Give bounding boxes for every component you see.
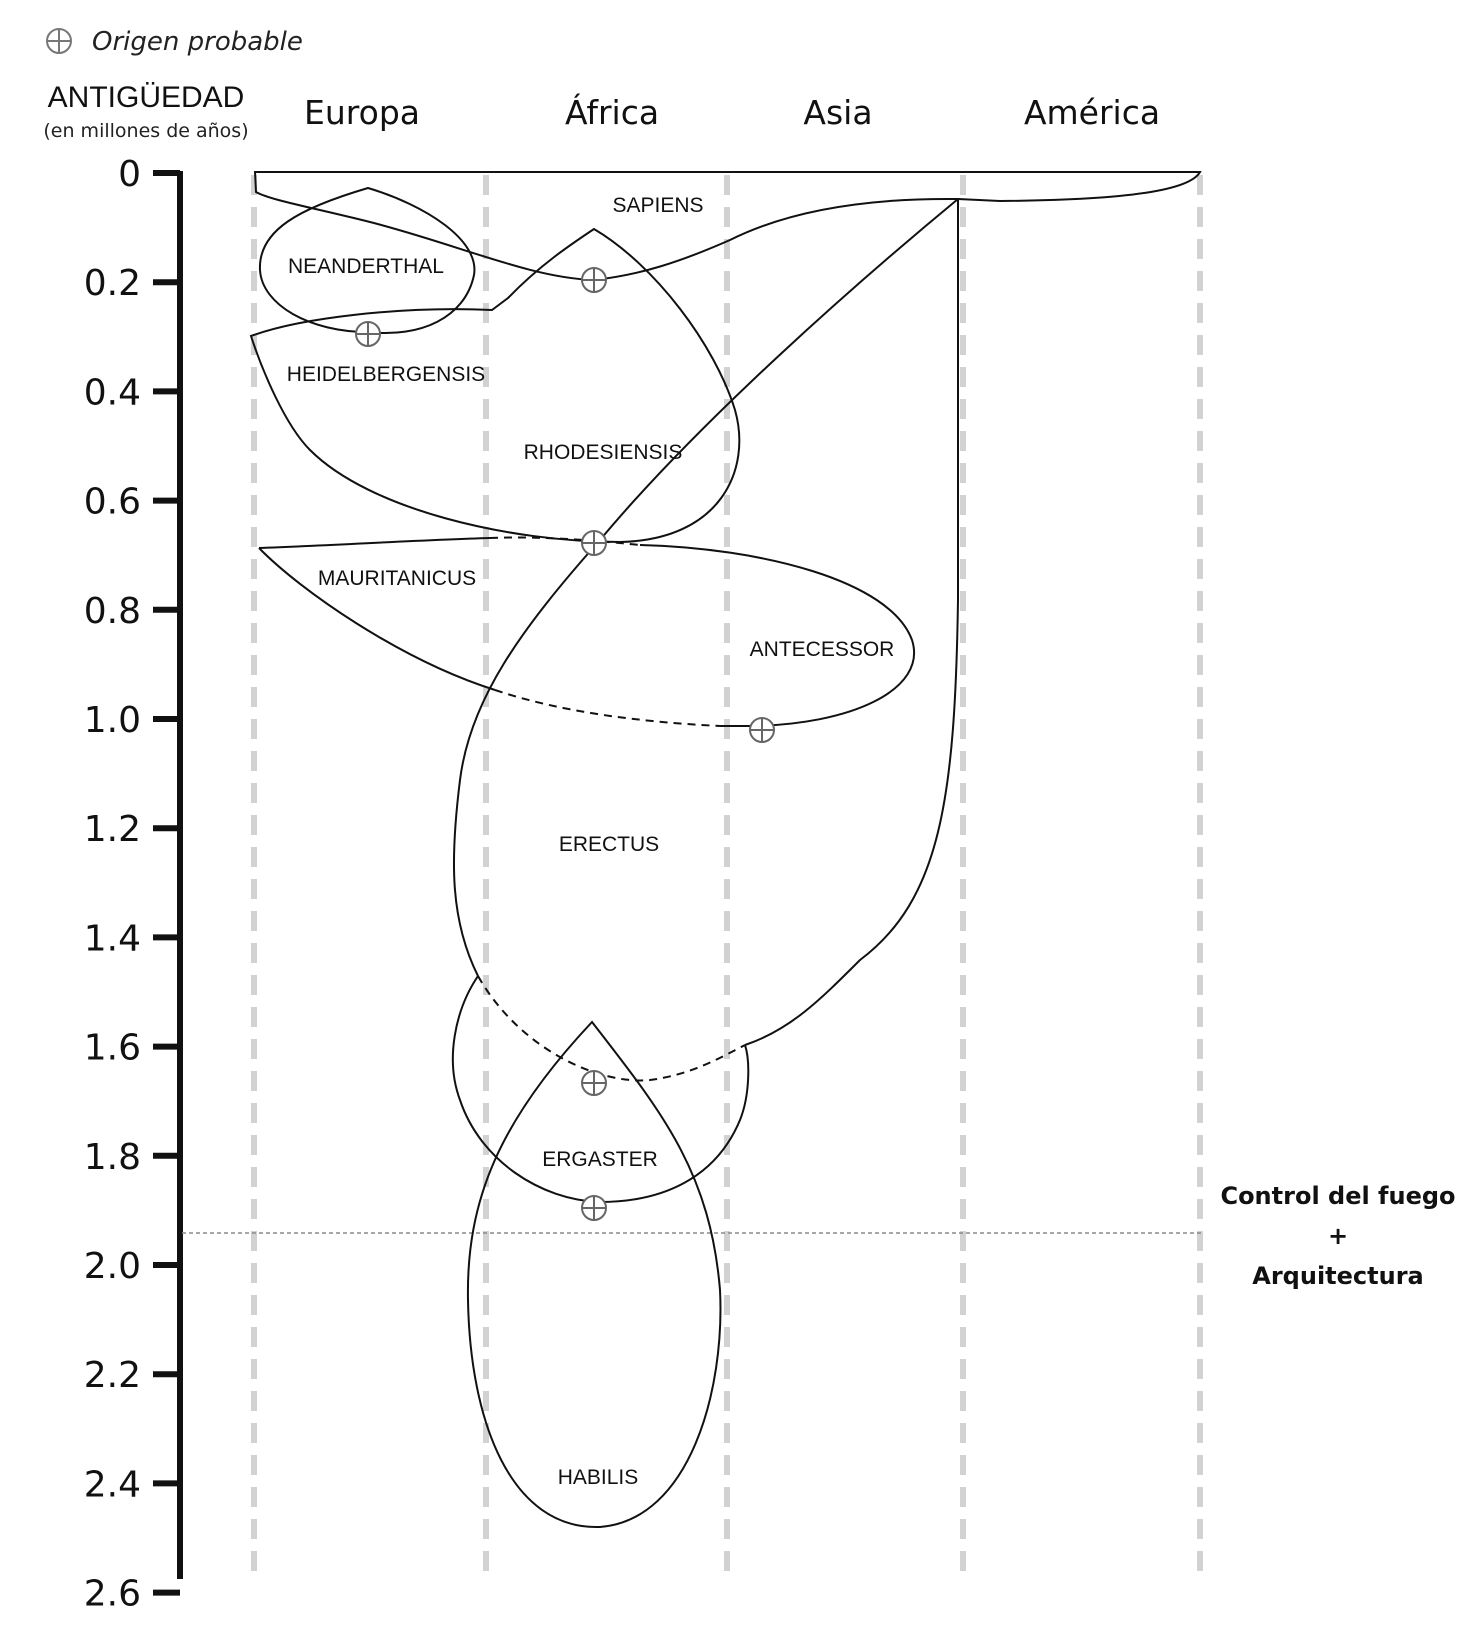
species-labels: SAPIENS NEANDERTHAL HEIDELBERGENSIS RHOD… (287, 194, 895, 1489)
axis-tick-label: 1.0 (84, 700, 141, 741)
time-axis: 0 0.2 0.4 0.6 0.8 1.0 1.2 1.4 1.6 1.8 2.0 2.2 2.4 2.6 (84, 154, 183, 1615)
axis-tick-label: 1.2 (84, 809, 141, 850)
label-sapiens: SAPIENS (612, 194, 703, 217)
axis-title: ANTIGÜEDAD (48, 81, 245, 114)
region-asia: Asia (803, 93, 872, 132)
axis-tick-marks (153, 170, 180, 1596)
origin-erectus-icon (581, 1070, 607, 1096)
axis-tick-label: 0.2 (84, 263, 141, 304)
axis-tick-label: 2.0 (84, 1246, 141, 1287)
annotation-line-3: Arquitectura (1252, 1262, 1423, 1290)
axis-tick-labels: 0 0.2 0.4 0.6 0.8 1.0 1.2 1.4 1.6 1.8 2.0 2.2 2.4 2.6 (84, 154, 141, 1615)
label-antecessor: ANTECESSOR (750, 638, 895, 661)
axis-tick-label: 0.4 (84, 372, 141, 413)
fire-architecture-annotation: Control del fuego + Arquitectura (1220, 1182, 1455, 1290)
label-neanderthal: NEANDERTHAL (288, 255, 444, 278)
mauritanicus-shape-lower (258, 547, 496, 691)
axis-tick-label: 2.2 (84, 1355, 141, 1396)
habilis-shape (466, 1020, 722, 1529)
label-mauritanicus: MAURITANICUS (318, 567, 476, 590)
species-shapes (249, 171, 1202, 1529)
region-europa: Europa (304, 93, 420, 132)
origin-heidelbergensis-icon (581, 530, 607, 556)
axis-tick-label: 1.6 (84, 1028, 141, 1069)
origin-antecessor-icon (749, 717, 775, 743)
sapiens-shape (253, 171, 1202, 282)
legend-label: Origen probable (92, 27, 303, 57)
label-heidelbergensis: HEIDELBERGENSIS (287, 363, 485, 386)
axis-tick-label: 1.4 (84, 918, 141, 959)
label-rhodesiensis: RHODESIENSIS (524, 441, 683, 464)
mauritanicus-antecessor-link (494, 689, 721, 727)
axis-tick-label: 0.6 (84, 482, 141, 523)
region-guides (251, 175, 1203, 1582)
origin-markers (355, 267, 775, 1221)
rhodesiensis-antecessor-link (489, 536, 641, 546)
label-habilis: HABILIS (558, 1466, 639, 1489)
heidelbergensis-rhodesiensis-shape (249, 227, 741, 544)
label-erectus: ERECTUS (559, 833, 659, 856)
origin-sapiens-icon (581, 267, 607, 293)
origin-ergaster-icon (581, 1195, 607, 1221)
region-africa: África (565, 92, 659, 132)
legend: Origen probable (46, 27, 303, 57)
origin-neanderthal-icon (355, 321, 381, 347)
axis-subtitle: (en millones de años) (43, 120, 248, 142)
label-ergaster: ERGASTER (542, 1148, 658, 1171)
axis-tick-label: 0.8 (84, 591, 141, 632)
antecessor-shape (639, 544, 915, 728)
mauritanicus-shape (258, 537, 491, 549)
axis-tick-label: 2.6 (84, 1574, 141, 1615)
region-america: América (1024, 93, 1160, 132)
annotation-line-1: Control del fuego (1220, 1182, 1455, 1210)
annotation-line-2: + (1328, 1222, 1348, 1250)
axis-tick-label: 2.4 (84, 1464, 141, 1505)
erectus-outer-right (744, 198, 960, 1046)
erectus-ergaster-link (477, 975, 746, 1082)
erectus-outer-left (452, 198, 959, 977)
circle-cross-icon (46, 28, 72, 54)
uncertain-links (477, 536, 746, 1082)
axis-tick-label: 1.8 (84, 1137, 141, 1178)
axis-tick-label: 0 (118, 154, 141, 195)
